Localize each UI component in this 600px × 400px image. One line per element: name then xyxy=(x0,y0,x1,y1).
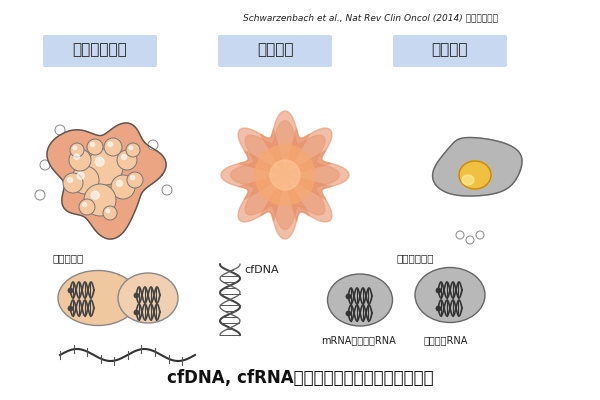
Ellipse shape xyxy=(328,274,392,326)
Polygon shape xyxy=(264,175,306,229)
Circle shape xyxy=(70,143,84,157)
Text: 細胞壊死: 細胞壊死 xyxy=(257,42,293,58)
Circle shape xyxy=(129,146,133,150)
Circle shape xyxy=(35,190,45,200)
Polygon shape xyxy=(285,154,340,196)
Circle shape xyxy=(69,149,91,171)
Circle shape xyxy=(104,138,122,156)
Circle shape xyxy=(456,231,464,239)
Circle shape xyxy=(131,176,134,180)
Circle shape xyxy=(67,178,73,182)
Text: エキソソーム: エキソソーム xyxy=(396,253,434,263)
Circle shape xyxy=(73,146,77,150)
Circle shape xyxy=(255,145,315,205)
Text: 細胞外小胞: 細胞外小胞 xyxy=(52,253,83,263)
Polygon shape xyxy=(260,111,310,175)
Circle shape xyxy=(126,143,140,157)
Polygon shape xyxy=(285,175,325,215)
Circle shape xyxy=(55,125,65,135)
Circle shape xyxy=(87,139,103,155)
Circle shape xyxy=(91,191,99,199)
Polygon shape xyxy=(285,175,332,222)
Circle shape xyxy=(87,149,123,185)
Ellipse shape xyxy=(415,268,485,322)
Circle shape xyxy=(162,185,172,195)
Polygon shape xyxy=(238,128,285,175)
Polygon shape xyxy=(47,123,166,239)
Circle shape xyxy=(111,175,135,199)
Circle shape xyxy=(108,142,113,146)
Circle shape xyxy=(40,160,50,170)
Polygon shape xyxy=(264,121,306,175)
Circle shape xyxy=(71,166,99,194)
Circle shape xyxy=(148,140,158,150)
Circle shape xyxy=(77,172,84,179)
Circle shape xyxy=(74,154,79,160)
Circle shape xyxy=(270,160,300,190)
Polygon shape xyxy=(245,135,285,175)
Circle shape xyxy=(63,173,83,193)
Circle shape xyxy=(117,150,137,170)
Text: cfDNA: cfDNA xyxy=(245,265,280,275)
Polygon shape xyxy=(238,175,285,222)
Polygon shape xyxy=(260,175,310,239)
Circle shape xyxy=(466,236,474,244)
Polygon shape xyxy=(221,150,285,200)
Circle shape xyxy=(103,206,117,220)
Circle shape xyxy=(84,184,116,216)
Ellipse shape xyxy=(118,273,178,323)
Circle shape xyxy=(116,180,122,186)
Polygon shape xyxy=(285,128,332,175)
Text: 細胞分泌: 細胞分泌 xyxy=(432,42,468,58)
FancyBboxPatch shape xyxy=(43,35,157,67)
Circle shape xyxy=(476,231,484,239)
Ellipse shape xyxy=(459,161,491,189)
Circle shape xyxy=(106,209,110,213)
Circle shape xyxy=(83,202,86,206)
Circle shape xyxy=(121,154,127,160)
Circle shape xyxy=(95,157,104,166)
Text: mRNA、機能的RNA: mRNA、機能的RNA xyxy=(320,335,395,345)
FancyBboxPatch shape xyxy=(393,35,507,67)
Circle shape xyxy=(79,199,95,215)
FancyBboxPatch shape xyxy=(218,35,332,67)
Circle shape xyxy=(91,143,95,146)
Polygon shape xyxy=(230,154,285,196)
Polygon shape xyxy=(285,135,325,175)
Circle shape xyxy=(127,172,143,188)
Polygon shape xyxy=(433,138,522,196)
Polygon shape xyxy=(285,150,349,200)
Polygon shape xyxy=(245,175,285,215)
Ellipse shape xyxy=(58,270,138,326)
Ellipse shape xyxy=(462,175,474,185)
Text: cfDNA, cfRNAの由来と液体生検としての利用: cfDNA, cfRNAの由来と液体生検としての利用 xyxy=(167,369,433,387)
Text: マイクロRNA: マイクロRNA xyxy=(424,335,468,345)
Text: アポトーシス: アポトーシス xyxy=(73,42,127,58)
Text: Schwarzenbach et al., Nat Rev Clin Oncol (2014) を参考に作成: Schwarzenbach et al., Nat Rev Clin Oncol… xyxy=(242,14,497,22)
